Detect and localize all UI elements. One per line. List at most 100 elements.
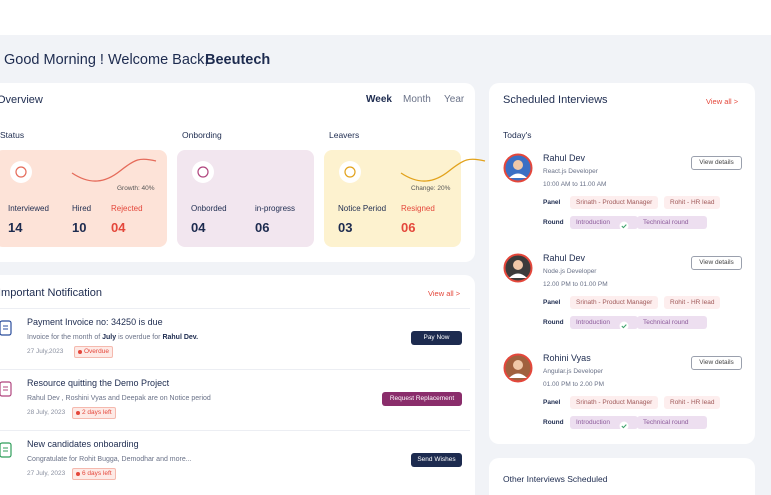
notification-icon xyxy=(0,441,15,459)
interview-time: 01.00 PM to 2.00 PM xyxy=(543,381,605,388)
overview-title: Overview xyxy=(0,94,43,106)
avatar xyxy=(503,353,533,383)
badge-dot xyxy=(76,411,80,415)
notification-icon xyxy=(0,319,15,337)
stat-value: 06 xyxy=(255,220,270,235)
view-details[interactable]: View details xyxy=(691,256,742,270)
stat-value: 06 xyxy=(401,220,416,235)
round-label: Round xyxy=(543,319,564,326)
interview-time: 12.00 PM to 01.00 PM xyxy=(543,281,608,288)
desc-part: Invoice for the month of xyxy=(27,334,103,341)
action-button[interactable]: Send Wishes xyxy=(411,453,462,467)
user-name: Beeutech xyxy=(205,52,271,68)
stat-icon xyxy=(338,160,362,184)
greeting: Good Morning ! Welcome Back, xyxy=(4,52,209,68)
stat-value: 14 xyxy=(8,220,23,235)
trend-note: Change: 20% xyxy=(411,185,451,192)
notification-date: 28 July, 2023 xyxy=(27,409,66,416)
trend-note: Growth: 40% xyxy=(117,185,155,192)
top-bar xyxy=(0,0,771,35)
avatar-svg xyxy=(503,253,533,283)
divider xyxy=(0,308,470,309)
round-label: Round xyxy=(543,419,564,426)
action-button[interactable]: Request Replacement xyxy=(382,392,462,406)
divider xyxy=(0,430,470,431)
avatar-svg xyxy=(503,153,533,183)
section-title: Status xyxy=(0,130,25,140)
stat-icon xyxy=(9,160,33,184)
panel-label: Panel xyxy=(543,299,561,306)
candidate-role: Node.js Developer xyxy=(543,268,597,275)
view-details[interactable]: View details xyxy=(691,356,742,370)
stat-label: Rejected xyxy=(111,204,143,213)
stat-value: 10 xyxy=(72,220,87,235)
tab[interactable]: Week xyxy=(366,94,392,105)
interview-card xyxy=(489,83,755,444)
stat-label: Resigned xyxy=(401,204,435,213)
notification-icon xyxy=(0,380,15,398)
badge: Overdue xyxy=(74,346,113,358)
stat-label: Hired xyxy=(72,204,92,213)
avatar xyxy=(503,253,533,283)
candidate-name: Rohini Vyas xyxy=(543,353,591,363)
check-icon xyxy=(619,318,629,331)
panel-label: Panel xyxy=(543,199,561,206)
stat-icon-svg xyxy=(192,161,214,183)
stat-icon xyxy=(191,160,215,184)
notification-title: Resource quitting the Demo Project xyxy=(27,378,170,388)
trend-curve xyxy=(70,155,158,185)
today-label: Today's xyxy=(503,130,532,140)
stat-icon-svg xyxy=(10,161,32,183)
stat-value: 04 xyxy=(191,220,206,235)
notification-icon-svg xyxy=(0,442,12,458)
view-all[interactable]: View all > xyxy=(706,97,739,106)
panel-chip: Rohit - HR lead xyxy=(664,196,721,209)
notification-desc: Congratulate for Rohit Bugga, Demodhar a… xyxy=(27,456,192,463)
panel-chip: Rohit - HR lead xyxy=(664,396,721,409)
avatar-svg xyxy=(503,353,533,383)
notification-title: New candidates onboarding xyxy=(27,439,139,449)
trend-curve-svg xyxy=(71,158,157,182)
other-card xyxy=(489,458,755,495)
divider xyxy=(0,369,470,370)
desc-part: July xyxy=(102,334,117,341)
check-icon-svg xyxy=(619,421,629,431)
panel-chip: Srinath - Product Manager xyxy=(570,396,659,409)
candidate-name: Rahul Dev xyxy=(543,153,586,163)
trend-curve xyxy=(399,155,487,185)
interview-time: 10:00 AM to 11.00 AM xyxy=(543,181,607,188)
candidate-role: React.js Developer xyxy=(543,168,598,175)
notification-date: 27 July,2023 xyxy=(27,348,64,355)
other-title: Other Interviews Scheduled xyxy=(503,474,608,484)
round-chip: Technical round xyxy=(637,316,707,329)
badge: 2 days left xyxy=(72,407,116,419)
stat-label: Notice Period xyxy=(338,204,387,213)
tab[interactable]: Month xyxy=(403,94,431,105)
check-icon xyxy=(619,418,629,431)
badge: 6 days left xyxy=(72,468,116,480)
badge-dot xyxy=(76,472,80,476)
panel-chip: Rohit - HR lead xyxy=(664,296,721,309)
desc-part: is overdue for xyxy=(116,334,163,341)
notification-icon-svg xyxy=(0,320,12,336)
section-title: Onbording xyxy=(182,130,222,140)
panel-chip: Srinath - Product Manager xyxy=(570,296,659,309)
stat-value: 04 xyxy=(111,220,126,235)
action-button[interactable]: Pay Now xyxy=(411,331,462,345)
stat-value: 03 xyxy=(338,220,353,235)
stat-label: in-progress xyxy=(255,204,296,213)
panel-label: Panel xyxy=(543,399,561,406)
round-label: Round xyxy=(543,219,564,226)
round-chip: Technical round xyxy=(637,416,707,429)
tab[interactable]: Year xyxy=(444,94,465,105)
view-details[interactable]: View details xyxy=(691,156,742,170)
section-title: Leavers xyxy=(329,130,360,140)
view-all[interactable]: View all > xyxy=(428,289,461,298)
notification-desc: Invoice for the month of July is overdue… xyxy=(27,334,198,341)
notification-icon-svg xyxy=(0,381,12,397)
notification-title: Payment Invoice no: 34250 is due xyxy=(27,317,163,327)
notification-card xyxy=(0,275,475,495)
trend-curve-svg xyxy=(400,158,486,182)
check-icon-svg xyxy=(619,221,629,231)
